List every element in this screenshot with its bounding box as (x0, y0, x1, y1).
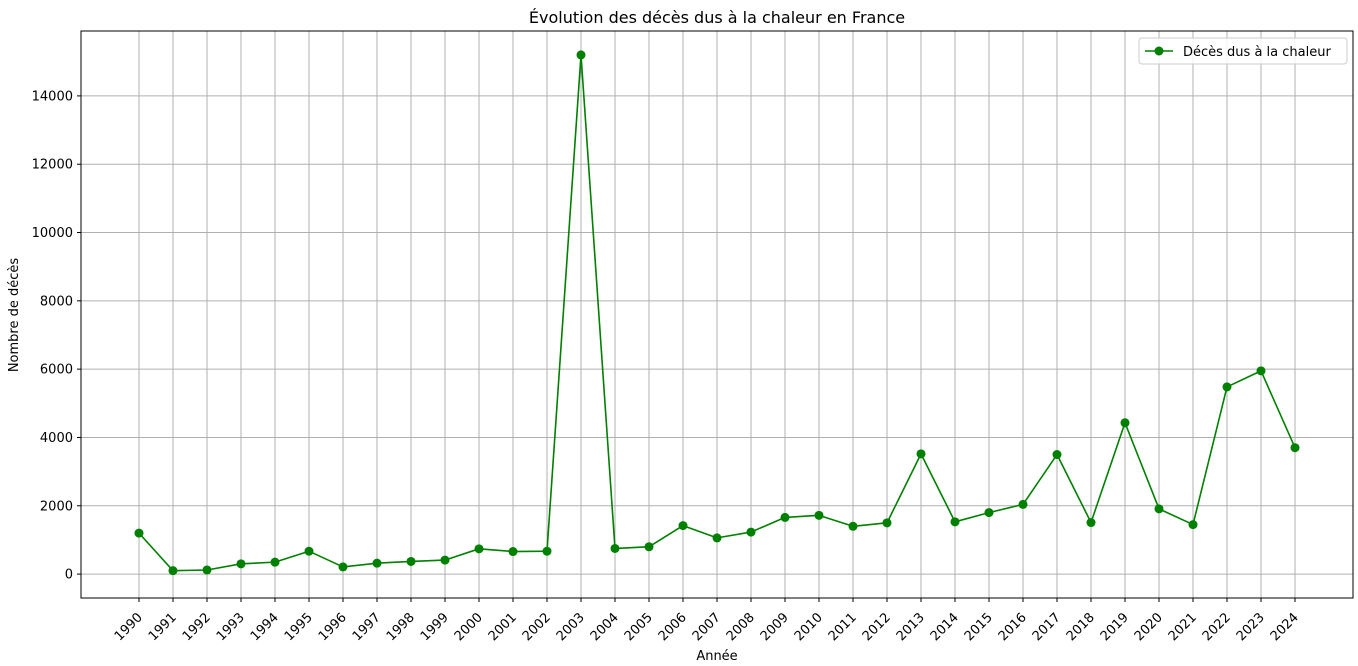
x-tick-label: 1997 (350, 610, 384, 644)
y-axis: 0 2000 4000 6000 8000 10000 12000 14000 (32, 89, 81, 583)
x-tick-label: 2005 (622, 610, 656, 644)
x-tick-label: 1994 (248, 610, 282, 644)
x-tick-label: 1999 (418, 610, 452, 644)
data-point (1120, 418, 1130, 428)
data-point (1052, 450, 1062, 460)
data-point (542, 546, 552, 556)
data-point (882, 518, 892, 528)
x-tick-label: 2022 (1200, 610, 1234, 644)
data-point (134, 528, 144, 538)
data-point (644, 542, 654, 552)
y-tick-label: 10000 (32, 226, 73, 241)
x-tick-label: 2019 (1098, 610, 1132, 644)
x-tick-label: 1992 (180, 610, 214, 644)
data-point (304, 546, 314, 556)
y-tick-label: 2000 (40, 499, 73, 514)
data-point (1086, 518, 1096, 528)
data-point (1018, 499, 1028, 509)
y-tick-label: 4000 (40, 431, 73, 446)
data-point (610, 543, 620, 553)
x-tick-label: 2016 (996, 610, 1030, 644)
legend: Décès dus à la chaleur (1138, 37, 1348, 65)
x-tick-label: 2018 (1064, 610, 1098, 644)
x-tick-label: 2003 (554, 610, 588, 644)
x-tick-label: 2011 (826, 610, 860, 644)
x-tick-label: 2014 (928, 610, 962, 644)
data-point (1188, 520, 1198, 530)
data-point (576, 50, 586, 60)
x-tick-label: 1990 (112, 610, 146, 644)
data-point (780, 512, 790, 522)
x-tick-label: 2012 (860, 610, 894, 644)
x-tick-label: 2009 (758, 610, 792, 644)
y-axis-label: Nombre de décès (7, 258, 22, 373)
y-tick-label: 14000 (32, 89, 73, 104)
data-point (746, 527, 756, 537)
data-point (508, 547, 518, 557)
data-point (168, 566, 178, 576)
x-tick-label: 2021 (1166, 610, 1200, 644)
data-point (440, 555, 450, 565)
x-tick-label: 2008 (724, 610, 758, 644)
chart-title: Évolution des décès dus à la chaleur en … (529, 8, 905, 27)
data-point (372, 558, 382, 568)
data-point (1222, 382, 1232, 392)
data-point (1290, 443, 1300, 453)
x-tick-label: 2007 (690, 610, 724, 644)
x-tick-label: 2001 (486, 610, 520, 644)
x-tick-label: 2015 (962, 610, 996, 644)
data-point (236, 559, 246, 569)
x-tick-label: 1991 (146, 610, 180, 644)
legend-label: Décès dus à la chaleur (1183, 45, 1331, 60)
data-point (678, 521, 688, 531)
y-tick-label: 12000 (32, 158, 73, 173)
legend-box (1138, 37, 1348, 65)
y-tick-label: 6000 (40, 363, 73, 378)
x-tick-label: 1996 (316, 610, 350, 644)
data-point (712, 533, 722, 543)
data-point (984, 508, 994, 518)
data-point (1154, 504, 1164, 514)
data-point (406, 556, 416, 566)
x-tick-label: 1995 (282, 610, 316, 644)
grid (81, 31, 1353, 598)
x-tick-label: 2002 (520, 610, 554, 644)
x-tick-label: 2020 (1132, 610, 1166, 644)
data-point (950, 517, 960, 527)
series-layer (134, 50, 1300, 576)
data-point (270, 557, 280, 567)
data-point (848, 521, 858, 531)
x-tick-label: 2017 (1030, 610, 1064, 644)
data-point (814, 510, 824, 520)
data-point (202, 565, 212, 575)
data-point (1256, 366, 1266, 376)
x-axis-label: Année (696, 649, 737, 664)
y-tick-label: 8000 (40, 294, 73, 309)
x-tick-label: 2010 (792, 610, 826, 644)
data-point (474, 544, 484, 554)
x-tick-label: 2023 (1234, 610, 1268, 644)
data-point (916, 449, 926, 459)
x-tick-label: 2013 (894, 610, 928, 644)
legend-marker (1154, 46, 1164, 56)
x-tick-label: 2000 (452, 610, 486, 644)
y-tick-label: 0 (65, 568, 73, 583)
x-tick-label: 1993 (214, 610, 248, 644)
x-tick-label: 2006 (656, 610, 690, 644)
x-axis: 1990 1991 1992 1993 1994 1995 1996 1997 1998 1999… (112, 598, 1302, 644)
x-tick-label: 2024 (1268, 610, 1302, 644)
data-point (338, 562, 348, 572)
x-tick-label: 2004 (588, 610, 622, 644)
x-tick-label: 1998 (384, 610, 418, 644)
